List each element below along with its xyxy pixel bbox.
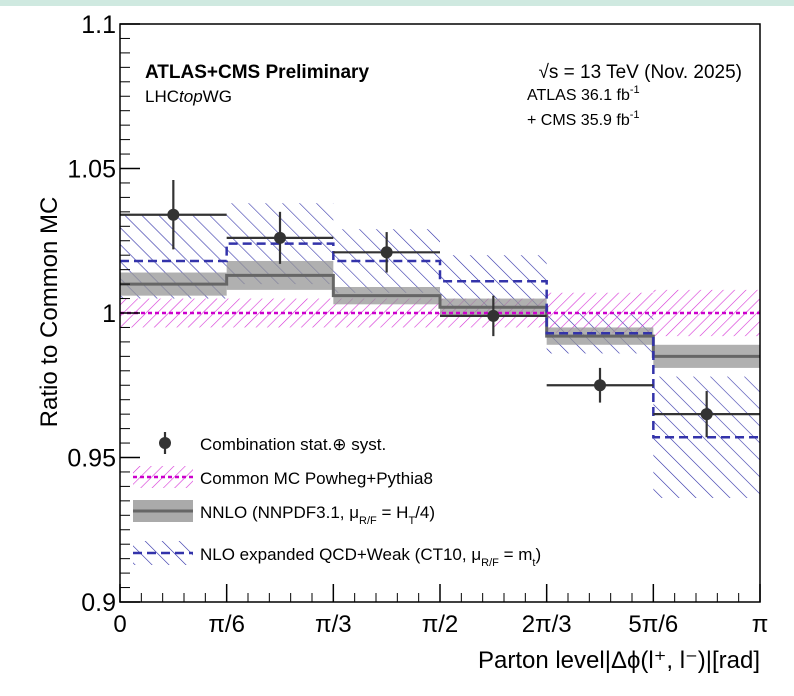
legend-nlo-label-main: NLO expanded QCD+Weak (CT10, μ bbox=[200, 545, 481, 564]
nlo-line bbox=[120, 242, 760, 439]
y-tick-label-0: 0.9 bbox=[81, 589, 116, 617]
legend-nnlo-label-main: NNLO (NNPDF3.1, μ bbox=[200, 503, 359, 522]
x-tick-label-4: 2π/3 bbox=[522, 611, 572, 638]
legend-nnlo-label: NNLO (NNPDF3.1, μR/F = HT/4) bbox=[200, 503, 435, 527]
lumi-atlas-label: ATLAS 36.1 fb-1 bbox=[527, 84, 640, 104]
legend-nnlo-label-sub: R/F bbox=[359, 515, 377, 527]
legend-entry-combination: Combination stat.⊕ syst. bbox=[159, 432, 386, 454]
combination-point-0 bbox=[167, 208, 180, 221]
legend-nlo-label-rest2: ) bbox=[535, 545, 541, 564]
legend-nnlo-label-sub2: T bbox=[408, 515, 415, 527]
legend-entry-nnlo: NNLO (NNPDF3.1, μR/F = HT/4) bbox=[133, 500, 435, 527]
x-tick-label-2: π/3 bbox=[315, 611, 352, 638]
common-mc-band-bin-5 bbox=[653, 289, 760, 337]
legend-combination-marker bbox=[159, 437, 171, 449]
y-tick-label-1: 0.95 bbox=[67, 445, 116, 473]
lumi-atlas-text: ATLAS 36.1 fb bbox=[527, 87, 630, 104]
lumi-cms-unit-exponent: -1 bbox=[630, 109, 640, 121]
lumi-atlas-unit-exponent: -1 bbox=[630, 84, 640, 96]
group-label-prefix: LHC bbox=[145, 87, 179, 106]
lumi-cms-text: + CMS 35.9 fb bbox=[527, 112, 630, 129]
legend-combination-label: Combination stat.⊕ syst. bbox=[200, 435, 386, 454]
legend-nlo-label-sub2: t bbox=[532, 557, 535, 569]
combination-point-5 bbox=[700, 408, 713, 421]
legend-common-mc-label: Common MC Powheg+Pythia8 bbox=[200, 469, 433, 488]
legend-entry-common-mc: Common MC Powheg+Pythia8 bbox=[133, 466, 433, 488]
x-tick-label-5: 5π/6 bbox=[628, 611, 678, 638]
ratio-plot: 0 π/6 π/3 π/2 2π/3 5π/6 π 0.9 0.95 1 1.05 1.1 Ratio… bbox=[36, 11, 769, 674]
lumi-cms-label: + CMS 35.9 fb-1 bbox=[527, 109, 640, 129]
x-tick-label-1: π/6 bbox=[208, 611, 245, 638]
legend-nnlo-label-rest: = H bbox=[377, 503, 409, 522]
legend-entry-nlo: NLO expanded QCD+Weak (CT10, μR/F = mt) bbox=[133, 541, 541, 569]
legend-nlo-label: NLO expanded QCD+Weak (CT10, μR/F = mt) bbox=[200, 545, 541, 569]
y-tick-label-3: 1.05 bbox=[67, 156, 116, 184]
combination-point-2 bbox=[380, 246, 393, 259]
y-tick-label-2: 1 bbox=[102, 300, 116, 328]
group-label: LHCtopWG bbox=[145, 87, 232, 106]
legend-nlo-label-sub: R/F bbox=[481, 557, 499, 569]
x-tick-label-6: π bbox=[752, 611, 769, 638]
experiment-label: ATLAS+CMS Preliminary bbox=[145, 62, 369, 83]
group-label-italic: top bbox=[179, 87, 203, 106]
figure: 0 π/6 π/3 π/2 2π/3 5π/6 π 0.9 0.95 1 1.05 1.1 Ratio… bbox=[0, 6, 794, 696]
combination-point-1 bbox=[274, 231, 287, 244]
combination-point-4 bbox=[594, 379, 607, 392]
legend-nlo-label-rest: = m bbox=[499, 545, 533, 564]
group-label-suffix: WG bbox=[203, 87, 232, 106]
legend-nnlo-label-rest2: /4) bbox=[415, 503, 435, 522]
x-tick-label-0: 0 bbox=[113, 611, 126, 638]
common-mc-band-bin-1 bbox=[226, 298, 334, 328]
y-tick-label-4: 1.1 bbox=[81, 11, 116, 39]
y-axis-title: Ratio to Common MC bbox=[36, 197, 63, 428]
legend: Combination stat.⊕ syst. Common MC Powhe… bbox=[133, 432, 541, 569]
x-axis-title: Parton level|Δϕ(l⁺, l⁻)|[rad] bbox=[478, 647, 760, 674]
combination-point-3 bbox=[487, 309, 500, 322]
energy-label: √s = 13 TeV (Nov. 2025) bbox=[538, 62, 742, 83]
x-tick-label-3: π/2 bbox=[422, 611, 459, 638]
